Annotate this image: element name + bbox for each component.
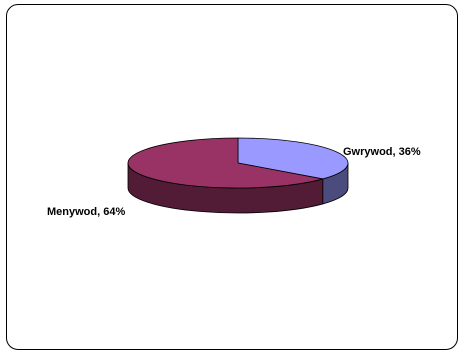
- pie-tops: [127, 137, 349, 189]
- slice-label-gwrywod: Gwrywod, 36%: [343, 146, 421, 158]
- slice-top-gwrywod: [237, 137, 349, 180]
- slice-label-menywod: Menywod, 64%: [47, 206, 125, 218]
- slice-top-menywod: [127, 137, 324, 189]
